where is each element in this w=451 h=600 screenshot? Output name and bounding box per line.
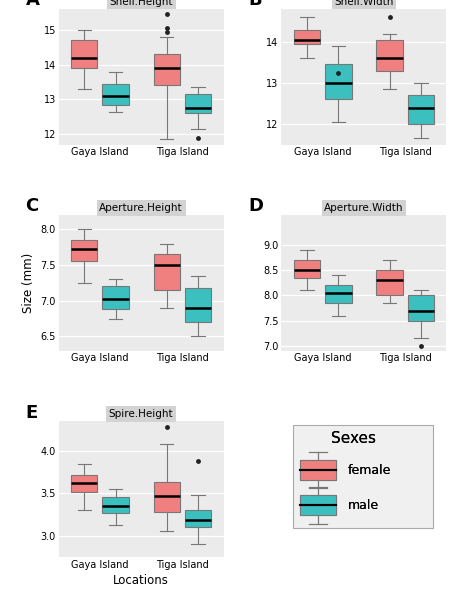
Y-axis label: Size (mm): Size (mm) [22, 253, 35, 313]
X-axis label: Locations: Locations [113, 574, 169, 587]
PathPatch shape [102, 497, 129, 513]
Text: male: male [347, 499, 378, 512]
PathPatch shape [153, 482, 180, 512]
PathPatch shape [376, 271, 403, 295]
PathPatch shape [325, 64, 352, 100]
Text: E: E [26, 404, 38, 422]
Title: Spire.Height: Spire.Height [109, 409, 174, 419]
Title: Shell.Height: Shell.Height [110, 0, 173, 7]
Title: Aperture.Width: Aperture.Width [324, 203, 404, 213]
Title: Aperture.Height: Aperture.Height [99, 203, 183, 213]
Title: Shell.Width: Shell.Width [334, 0, 394, 7]
PathPatch shape [71, 475, 97, 491]
PathPatch shape [294, 29, 320, 44]
PathPatch shape [185, 94, 212, 113]
Text: female: female [347, 464, 391, 476]
Text: B: B [249, 0, 262, 10]
Text: female: female [347, 464, 391, 476]
PathPatch shape [71, 240, 97, 262]
Bar [299, 460, 336, 480]
Bar [299, 495, 336, 515]
Text: Sexes: Sexes [331, 431, 376, 446]
PathPatch shape [408, 295, 434, 320]
Text: D: D [249, 197, 263, 215]
Bar [299, 495, 336, 515]
PathPatch shape [153, 54, 180, 85]
PathPatch shape [408, 95, 434, 124]
Text: Sexes: Sexes [331, 431, 376, 446]
PathPatch shape [325, 286, 352, 303]
PathPatch shape [376, 40, 403, 71]
Text: C: C [26, 197, 39, 215]
PathPatch shape [185, 510, 212, 527]
Text: male: male [347, 499, 378, 512]
Bar [299, 460, 336, 480]
FancyBboxPatch shape [293, 425, 433, 529]
PathPatch shape [185, 288, 212, 322]
PathPatch shape [294, 260, 320, 278]
PathPatch shape [102, 84, 129, 104]
PathPatch shape [71, 40, 97, 68]
Text: A: A [26, 0, 40, 10]
PathPatch shape [102, 286, 129, 310]
PathPatch shape [153, 254, 180, 290]
